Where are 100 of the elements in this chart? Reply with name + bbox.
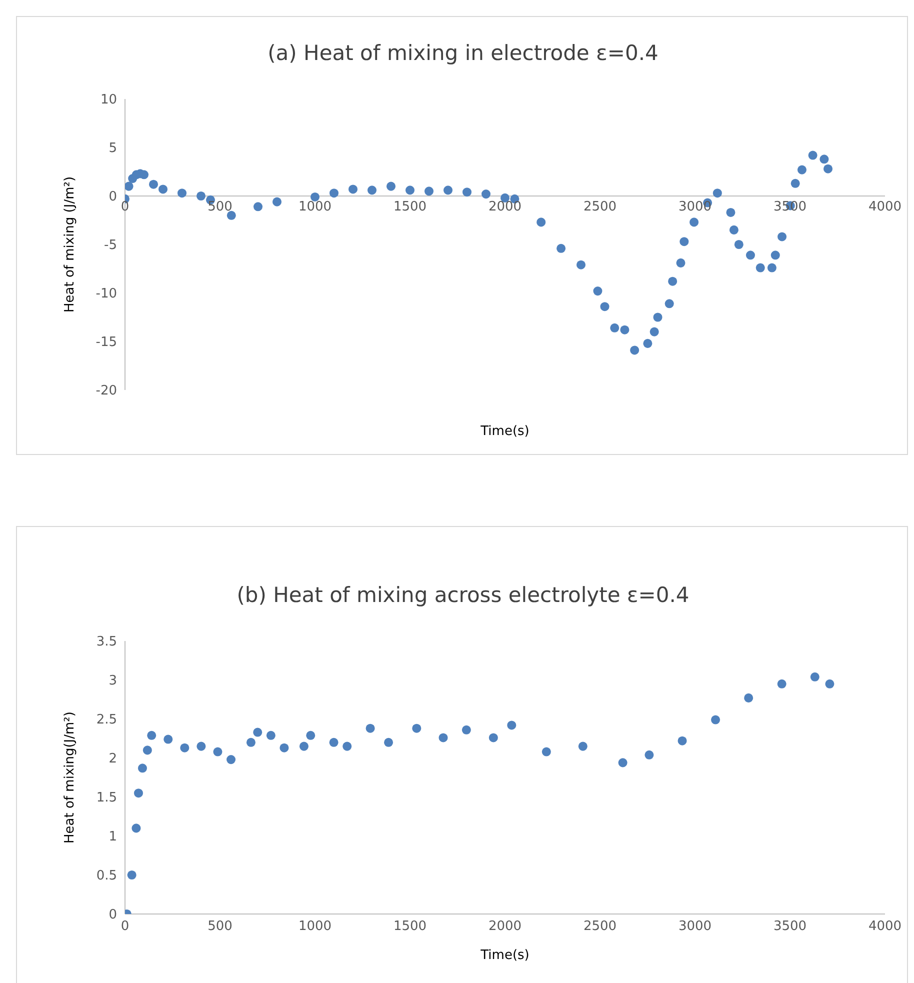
point xyxy=(177,188,187,198)
point xyxy=(680,237,689,246)
x-tick-label: 3000 xyxy=(678,919,712,934)
point xyxy=(556,244,566,253)
y-tick-label: 0 xyxy=(108,190,117,205)
point xyxy=(676,258,686,268)
y-tick-label: -10 xyxy=(96,286,117,302)
x-tick-label: 2000 xyxy=(488,919,522,934)
point xyxy=(443,186,453,195)
point xyxy=(726,208,736,217)
point xyxy=(148,180,158,189)
point xyxy=(132,824,141,833)
point xyxy=(488,733,498,742)
point xyxy=(712,188,722,198)
point xyxy=(690,218,699,227)
point xyxy=(542,747,551,756)
point xyxy=(756,263,765,272)
point xyxy=(593,286,602,296)
point xyxy=(790,178,800,188)
point xyxy=(158,184,168,194)
point xyxy=(134,788,144,798)
y-tick-label: 0.5 xyxy=(96,868,117,884)
x-tick-label: 2500 xyxy=(583,200,617,215)
point xyxy=(226,210,236,220)
point xyxy=(127,870,136,880)
chart-title: (b) Heat of mixing across electrolyte ε=0.4 xyxy=(236,583,690,607)
point xyxy=(386,182,396,191)
point xyxy=(746,250,755,260)
y-tick-label: 2 xyxy=(108,752,117,767)
y-tick-label: 5 xyxy=(108,141,117,156)
point xyxy=(462,188,472,197)
point xyxy=(246,738,256,747)
x-tick-label: 1500 xyxy=(393,919,427,934)
y-tick-label: 1.5 xyxy=(96,790,117,806)
y-tick-label: 2.5 xyxy=(96,712,117,728)
point xyxy=(650,327,659,336)
point xyxy=(138,764,147,773)
x-tick-label: 3000 xyxy=(678,200,712,215)
x-tick-label: 4000 xyxy=(868,200,902,215)
point xyxy=(196,742,206,751)
point xyxy=(481,190,491,199)
point xyxy=(653,312,662,322)
x-tick-label: 4000 xyxy=(868,919,902,934)
point xyxy=(777,679,786,688)
point xyxy=(810,672,820,682)
point xyxy=(576,260,586,270)
point xyxy=(306,730,316,740)
point xyxy=(164,734,173,744)
y-tick-label: -15 xyxy=(96,335,117,350)
point xyxy=(272,197,282,206)
point xyxy=(348,184,358,194)
x-tick-label: 2500 xyxy=(583,919,617,934)
point xyxy=(266,730,276,740)
y-tick-label: 1 xyxy=(108,830,117,845)
point xyxy=(664,299,674,308)
x-tick-label: 2000 xyxy=(488,200,522,215)
point xyxy=(678,736,687,746)
x-axis-title: Time(s) xyxy=(480,424,530,439)
y-tick-label: 10 xyxy=(100,92,117,108)
point xyxy=(644,750,654,760)
y-tick-label: -20 xyxy=(96,384,117,399)
point xyxy=(820,154,829,164)
point xyxy=(405,186,415,195)
point xyxy=(329,188,339,198)
point xyxy=(643,338,652,348)
point xyxy=(299,742,308,751)
point xyxy=(630,346,640,355)
point xyxy=(253,202,263,212)
point xyxy=(367,186,377,195)
point xyxy=(280,743,289,752)
point xyxy=(729,225,738,234)
point xyxy=(711,715,720,724)
point xyxy=(462,725,471,734)
y-tick-label: 0 xyxy=(108,908,117,923)
x-tick-label: 0 xyxy=(120,919,130,934)
point xyxy=(668,276,678,286)
x-tick-label: 1500 xyxy=(393,200,427,215)
x-tick-label: 3500 xyxy=(773,919,807,934)
point xyxy=(412,724,422,733)
point xyxy=(253,728,262,737)
y-axis-title: Heat of mixing (J/m²) xyxy=(62,176,78,313)
point xyxy=(366,724,375,733)
point xyxy=(438,733,448,742)
point xyxy=(147,730,156,740)
point xyxy=(770,250,780,260)
point xyxy=(342,742,352,751)
point xyxy=(618,758,628,768)
point xyxy=(744,693,754,702)
point xyxy=(384,738,394,747)
y-tick-label: 3.5 xyxy=(96,634,117,650)
point xyxy=(424,186,434,196)
point xyxy=(507,720,516,730)
x-tick-label: 0 xyxy=(120,200,130,215)
x-axis-title: Time(s) xyxy=(480,948,530,963)
x-tick-label: 3500 xyxy=(773,200,807,215)
point xyxy=(823,164,833,174)
x-tick-label: 500 xyxy=(208,200,232,215)
y-axis-title: Heat of mixing(J/m²) xyxy=(62,712,78,844)
y-tick-label: -5 xyxy=(104,238,117,254)
point xyxy=(536,218,546,227)
